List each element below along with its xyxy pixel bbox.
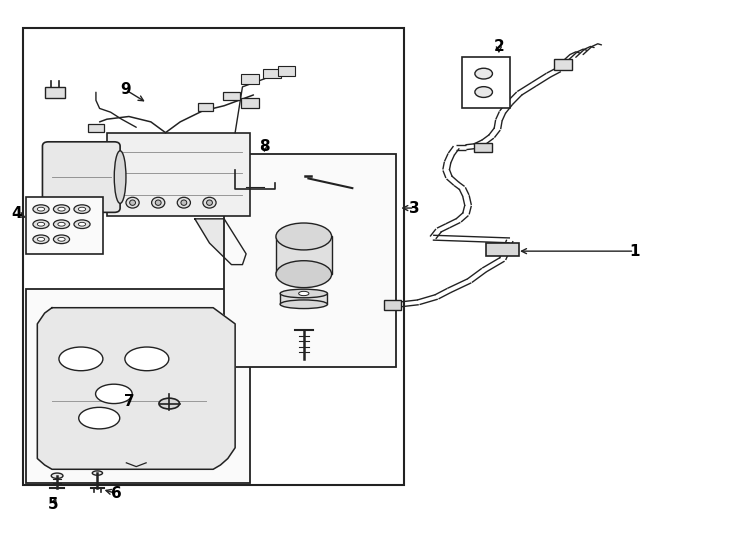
Ellipse shape xyxy=(79,207,86,211)
Ellipse shape xyxy=(159,398,179,409)
Ellipse shape xyxy=(33,205,49,213)
Text: 6: 6 xyxy=(111,486,122,501)
Text: 1: 1 xyxy=(629,244,639,259)
Bar xyxy=(45,87,65,98)
Bar xyxy=(241,98,259,108)
Bar xyxy=(88,124,104,132)
Bar xyxy=(198,103,213,111)
Text: 8: 8 xyxy=(259,139,270,153)
Bar xyxy=(263,69,280,78)
Ellipse shape xyxy=(280,300,327,308)
Bar xyxy=(277,66,295,76)
Ellipse shape xyxy=(181,200,186,205)
Ellipse shape xyxy=(177,197,190,208)
Bar xyxy=(487,243,519,256)
Ellipse shape xyxy=(51,473,63,478)
Ellipse shape xyxy=(58,238,65,241)
Bar xyxy=(280,293,327,304)
Ellipse shape xyxy=(79,407,120,429)
Ellipse shape xyxy=(125,347,169,371)
Ellipse shape xyxy=(92,471,103,475)
Ellipse shape xyxy=(58,207,65,211)
Bar xyxy=(276,237,332,274)
Ellipse shape xyxy=(280,289,327,298)
Ellipse shape xyxy=(59,347,103,371)
Text: 9: 9 xyxy=(120,82,131,97)
Ellipse shape xyxy=(152,197,165,208)
Ellipse shape xyxy=(95,384,132,403)
Ellipse shape xyxy=(299,291,309,295)
Text: 5: 5 xyxy=(48,497,59,512)
Ellipse shape xyxy=(37,207,45,211)
Ellipse shape xyxy=(276,261,332,288)
Ellipse shape xyxy=(475,68,493,79)
Ellipse shape xyxy=(37,238,45,241)
Ellipse shape xyxy=(156,200,161,205)
Ellipse shape xyxy=(33,235,49,244)
Bar xyxy=(554,59,572,70)
Ellipse shape xyxy=(58,222,65,226)
Ellipse shape xyxy=(74,220,90,228)
Ellipse shape xyxy=(130,200,136,205)
Ellipse shape xyxy=(126,197,139,208)
Bar xyxy=(23,28,404,485)
FancyBboxPatch shape xyxy=(43,142,120,212)
Polygon shape xyxy=(195,219,246,265)
Ellipse shape xyxy=(54,235,70,244)
Text: 4: 4 xyxy=(12,206,22,221)
Bar xyxy=(241,74,258,84)
Bar xyxy=(223,92,239,100)
Ellipse shape xyxy=(206,200,212,205)
Ellipse shape xyxy=(203,197,216,208)
Bar xyxy=(26,289,250,483)
Ellipse shape xyxy=(276,223,332,250)
Bar xyxy=(462,57,510,109)
Ellipse shape xyxy=(54,220,70,228)
Text: 7: 7 xyxy=(123,394,134,409)
Polygon shape xyxy=(37,308,235,469)
Bar xyxy=(224,154,396,367)
Ellipse shape xyxy=(37,222,45,226)
Bar xyxy=(107,133,250,216)
Ellipse shape xyxy=(54,205,70,213)
Ellipse shape xyxy=(475,86,493,97)
Ellipse shape xyxy=(79,222,86,226)
Bar xyxy=(26,197,103,254)
Text: 3: 3 xyxy=(410,200,420,215)
Text: 2: 2 xyxy=(493,39,504,54)
Bar xyxy=(474,143,492,152)
Ellipse shape xyxy=(115,151,126,204)
Bar xyxy=(384,300,401,310)
Ellipse shape xyxy=(74,205,90,213)
Ellipse shape xyxy=(33,220,49,228)
